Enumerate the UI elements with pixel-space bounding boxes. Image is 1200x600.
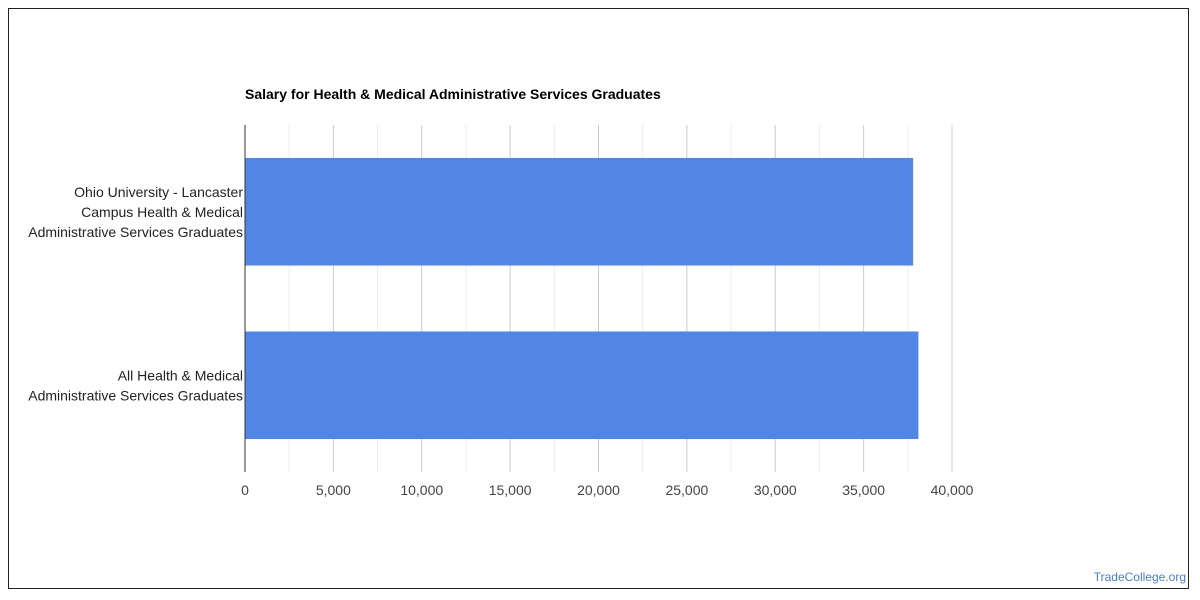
x-tick-label: 0 xyxy=(241,482,249,498)
x-tick-label: 20,000 xyxy=(577,482,620,498)
bar-1[interactable] xyxy=(245,157,914,266)
bar-2[interactable] xyxy=(245,331,919,440)
x-tick-label: 40,000 xyxy=(931,482,974,498)
chart-title: Salary for Health & Medical Administrati… xyxy=(245,86,661,102)
x-tick-label: 35,000 xyxy=(842,482,885,498)
x-tick-label: 30,000 xyxy=(754,482,797,498)
x-tick-label: 15,000 xyxy=(489,482,532,498)
x-tick-label: 10,000 xyxy=(400,482,443,498)
watermark-link[interactable]: TradeCollege.org xyxy=(1093,570,1186,584)
x-tick-label: 25,000 xyxy=(665,482,708,498)
x-tick-labels: 0 5,000 10,000 15,000 20,000 25,000 30,000 35,0… xyxy=(241,482,974,498)
x-tick-label: 5,000 xyxy=(316,482,351,498)
category-label-2: All Health & Medical Administrative Servi… xyxy=(28,367,243,403)
category-label-1: Ohio University - Lancaster Campus Health… xyxy=(28,184,243,240)
category-labels: Ohio University - Lancaster Campus Health… xyxy=(28,184,243,404)
bars xyxy=(245,157,919,440)
